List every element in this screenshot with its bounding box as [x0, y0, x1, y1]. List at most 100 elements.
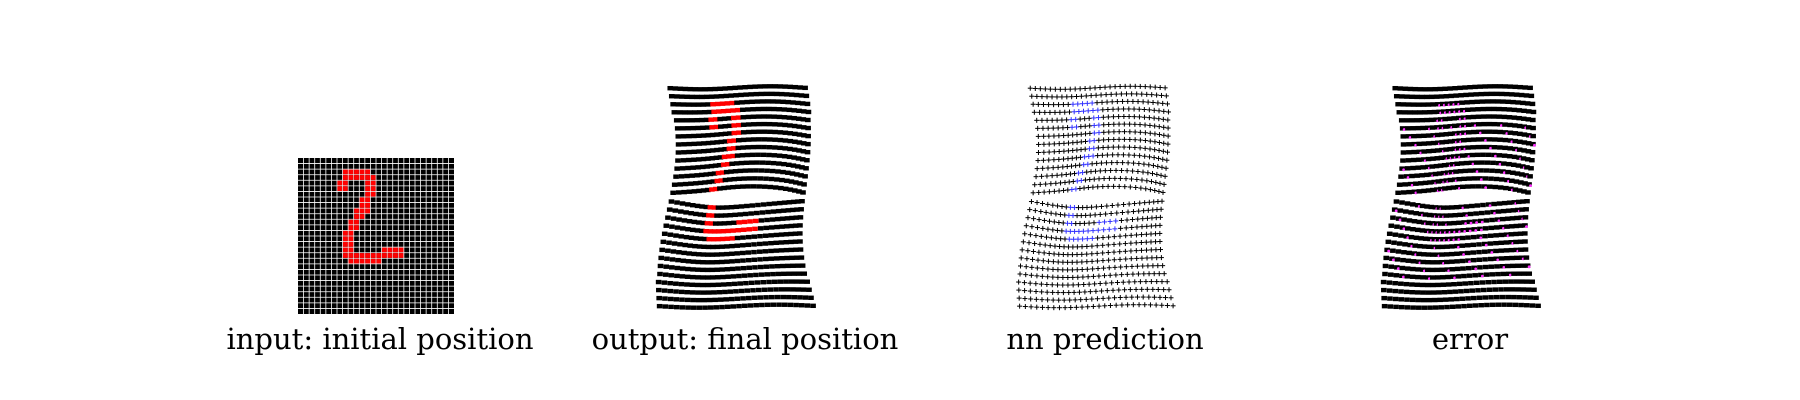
grid-node: [657, 271, 663, 277]
grid-node: [1442, 297, 1449, 302]
grid-node: [715, 282, 722, 287]
grid-node: [788, 92, 795, 97]
grid-node: [678, 289, 685, 295]
grid-node: [798, 303, 805, 308]
grid-node: [781, 271, 787, 277]
digit-pixel: [348, 236, 354, 242]
grid-node: [721, 116, 728, 121]
grid-node: [801, 271, 808, 276]
grid-node: [1487, 249, 1494, 254]
grid-node: [1439, 275, 1446, 280]
grid-node: [757, 176, 764, 181]
grid-node: [1421, 133, 1427, 139]
grid-node: [1424, 267, 1431, 273]
grid-node: [803, 93, 810, 99]
grid-node: [1470, 129, 1477, 135]
grid-node: [1417, 110, 1423, 115]
grid-node: [695, 275, 701, 280]
grid-node: [805, 117, 811, 123]
grid-node: [732, 169, 739, 174]
grid-node: [731, 123, 738, 128]
grid-node: [792, 139, 798, 144]
grid-node: [713, 94, 720, 99]
grid-node: [697, 236, 704, 241]
grid-node: [1465, 296, 1471, 301]
digit-pixel: [370, 180, 376, 186]
grid-node: [778, 287, 785, 292]
grid-node: [1393, 199, 1400, 204]
error-marker: [1503, 171, 1506, 175]
grid-node: [740, 130, 747, 135]
grid-node: [711, 171, 718, 176]
grid-node: [1482, 84, 1488, 89]
grid-node: [1459, 251, 1465, 256]
grid-node: [1520, 100, 1526, 106]
grid-node: [667, 232, 674, 237]
grid-node: [1455, 274, 1462, 279]
digit-pixel: [393, 247, 398, 253]
grid-node: [714, 178, 721, 184]
grid-node: [1457, 85, 1463, 91]
grid-node: [734, 258, 741, 264]
grid-node: [674, 265, 681, 271]
grid-node: [1518, 180, 1524, 185]
grid-node: [760, 152, 767, 158]
grid-node: [1484, 160, 1491, 165]
error-marker: [1488, 204, 1492, 208]
grid-node: [1471, 265, 1478, 270]
grid-node: [1432, 229, 1439, 234]
grid-node: [803, 166, 809, 171]
error-marker: [1502, 226, 1505, 230]
grid-node: [1475, 184, 1482, 189]
grid-node: [1414, 94, 1420, 100]
grid-node: [761, 114, 767, 119]
digit-pixel: [354, 169, 359, 175]
grid-node: [669, 265, 675, 270]
grid-node: [659, 247, 665, 253]
grid-node: [791, 295, 798, 300]
grid-node: [786, 107, 793, 113]
grid-node: [678, 281, 685, 287]
grid-node: [1418, 236, 1424, 241]
grid-node: [1459, 184, 1466, 190]
grid-node: [1485, 152, 1492, 158]
grid-node: [744, 99, 750, 105]
grid-node: [802, 174, 808, 179]
grid-node: [1388, 223, 1395, 228]
grid-node: [1493, 233, 1499, 238]
grid-node: [1453, 93, 1459, 98]
grid-node: [745, 242, 752, 248]
grid-node: [758, 272, 765, 277]
grid-node: [795, 100, 801, 106]
grid-node: [800, 149, 807, 154]
grid-node: [1442, 86, 1448, 91]
grid-node: [748, 211, 754, 216]
grid-node: [1522, 295, 1528, 300]
grid-node: [760, 202, 767, 207]
grid-node: [1425, 133, 1432, 138]
grid-node: [784, 178, 790, 183]
grid-node: [1458, 289, 1464, 294]
grid-node: [734, 100, 740, 105]
grid-node: [1418, 181, 1424, 186]
grid-node: [1501, 107, 1508, 112]
grid-node: [726, 146, 733, 151]
grid-node: [1403, 174, 1410, 179]
grid-node: [717, 155, 724, 160]
grid-node: [1451, 146, 1458, 151]
grid-node: [1444, 267, 1451, 272]
grid-node: [718, 147, 724, 152]
grid-node: [673, 297, 680, 302]
grid-node: [1481, 137, 1487, 142]
grid-node: [1513, 247, 1520, 253]
grid-node: [1493, 240, 1499, 246]
panel-output: output: final position: [565, 0, 925, 400]
grid-node: [771, 106, 777, 112]
grid-node: [673, 174, 679, 179]
grid-node: [1447, 131, 1454, 137]
grid-node: [797, 295, 803, 300]
grid-node: [1503, 91, 1510, 97]
grid-node: [1509, 178, 1515, 183]
grid-node: [740, 137, 747, 143]
grid-node: [684, 289, 690, 295]
